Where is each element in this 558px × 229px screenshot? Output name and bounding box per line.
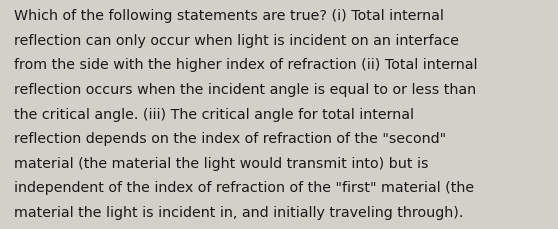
Text: reflection depends on the index of refraction of the "second": reflection depends on the index of refra… <box>14 132 446 146</box>
Text: independent of the index of refraction of the "first" material (the: independent of the index of refraction o… <box>14 181 474 195</box>
Text: reflection occurs when the incident angle is equal to or less than: reflection occurs when the incident angl… <box>14 83 476 97</box>
Text: reflection can only occur when light is incident on an interface: reflection can only occur when light is … <box>14 34 459 48</box>
Text: Which of the following statements are true? (i) Total internal: Which of the following statements are tr… <box>14 9 444 23</box>
Text: material (the material the light would transmit into) but is: material (the material the light would t… <box>14 156 429 170</box>
Text: from the side with the higher index of refraction (ii) Total internal: from the side with the higher index of r… <box>14 58 478 72</box>
Text: the critical angle. (iii) The critical angle for total internal: the critical angle. (iii) The critical a… <box>14 107 414 121</box>
Text: material the light is incident in, and initially traveling through).: material the light is incident in, and i… <box>14 205 463 219</box>
